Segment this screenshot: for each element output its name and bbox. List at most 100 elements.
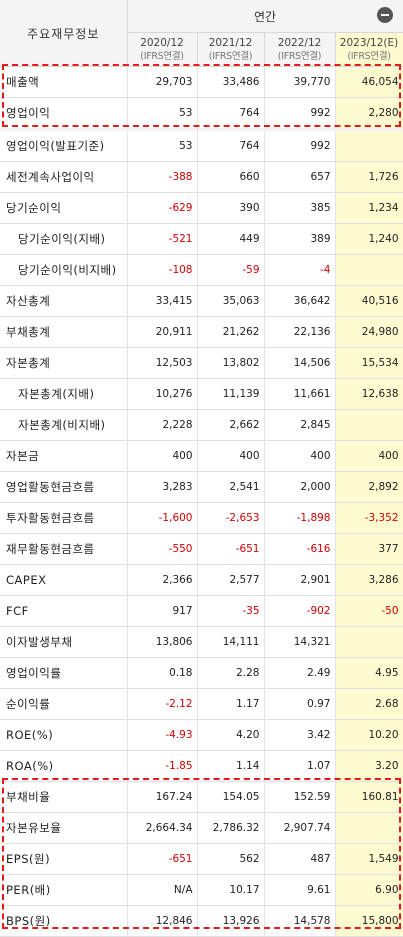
value-cell: 2,901 [264,564,336,596]
value-cell: N/A [127,874,198,906]
table-row: BPS(원) 12,846 13,926 14,578 15,800 [0,905,403,937]
value-cell: 377 [335,533,403,565]
value-cell: 14,111 [197,626,265,658]
value-cell: -2,653 [197,502,265,534]
row-label: ROE(%) [0,719,128,751]
value-cell: 400 [335,440,403,472]
table-row: 영업이익률 0.18 2.28 2.49 4.95 [0,657,403,689]
row-label: 당기순이익(비지배) [0,254,128,286]
table-row: EPS(원) -651 562 487 1,549 [0,843,403,875]
value-cell: 660 [197,161,265,193]
value-cell: 39,770 [264,66,336,98]
row-label: 당기순이익 [0,192,128,224]
value-cell: 2,000 [264,471,336,503]
value-cell: 10.20 [335,719,403,751]
value-cell: 2,845 [264,409,336,441]
row-label: 투자활동현금흐름 [0,502,128,534]
row-label: CAPEX [0,564,128,596]
header-label: 주요재무정보 [0,0,128,67]
value-cell: 12,638 [335,378,403,410]
value-cell: 11,139 [197,378,265,410]
value-cell: 400 [197,440,265,472]
table-row: 당기순이익(지배) -521 449 389 1,240 [0,223,403,255]
row-label: 매출액 [0,66,128,98]
basis-label: (IFRS연결) [208,50,253,62]
value-cell: 2.28 [197,657,265,689]
value-cell: 764 [197,128,265,162]
row-label: PER(배) [0,874,128,906]
value-cell: 764 [197,97,265,130]
value-cell: 0.97 [264,688,336,720]
value-cell: -629 [127,192,198,224]
value-cell: 3,286 [335,564,403,596]
annual-label: 연간 [253,9,277,24]
value-cell: 6.90 [335,874,403,906]
year-header[interactable]: 2023/12(E) (IFRS연결) [335,32,403,67]
value-cell: 22,136 [264,316,336,348]
value-cell: 657 [264,161,336,193]
table-row: 자산총계 33,415 35,063 36,642 40,516 [0,285,403,317]
year-header[interactable]: 2020/12 (IFRS연결) [127,32,198,67]
value-cell: 29,703 [127,66,198,98]
value-cell: 53 [127,97,198,130]
collapse-minus-icon[interactable] [376,7,393,23]
value-cell: 167.24 [127,781,198,813]
value-cell: 11,661 [264,378,336,410]
value-cell: 46,054 [335,66,403,98]
value-cell: -50 [335,595,403,627]
row-label: 자산총계 [0,285,128,317]
value-cell: -1.85 [127,750,198,782]
value-cell: 2,892 [335,471,403,503]
table-row: 자본총계(비지배) 2,228 2,662 2,845 [0,409,403,441]
table-row: 순이익률 -2.12 1.17 0.97 2.68 [0,688,403,720]
value-cell: 390 [197,192,265,224]
value-cell: 0.18 [127,657,198,689]
value-cell: 40,516 [335,285,403,317]
row-label: 영업활동현금흐름 [0,471,128,503]
year-header[interactable]: 2022/12 (IFRS연결) [264,32,336,67]
table-row: PER(배) N/A 10.17 9.61 6.90 [0,874,403,906]
value-cell: 3.42 [264,719,336,751]
table-row: 영업이익(발표기준) 53 764 992 [0,128,403,162]
table-row: FCF 917 -35 -902 -50 [0,595,403,627]
value-cell: 20,911 [127,316,198,348]
value-cell: 13,926 [197,905,265,937]
row-label: 자본유보율 [0,812,128,844]
value-cell: -616 [264,533,336,565]
value-cell: 2,577 [197,564,265,596]
value-cell: -651 [127,843,198,875]
row-label: 자본총계(비지배) [0,409,128,441]
value-cell: 385 [264,192,336,224]
row-label: ROA(%) [0,750,128,782]
value-cell: 21,262 [197,316,265,348]
year-header[interactable]: 2021/12 (IFRS연결) [197,32,265,67]
value-cell: 562 [197,843,265,875]
table-row: 자본금 400 400 400 400 [0,440,403,472]
value-cell: 4.95 [335,657,403,689]
value-cell: -108 [127,254,198,286]
value-cell: 1,234 [335,192,403,224]
value-cell [335,626,403,658]
table-row: CAPEX 2,366 2,577 2,901 3,286 [0,564,403,596]
row-label: 자본총계 [0,347,128,379]
value-cell [335,812,403,844]
table-row: 당기순이익(비지배) -108 -59 -4 [0,254,403,286]
value-cell: 12,503 [127,347,198,379]
value-cell: 36,642 [264,285,336,317]
value-cell: 2,786.32 [197,812,265,844]
value-cell: 2,907.74 [264,812,336,844]
row-label: 순이익률 [0,688,128,720]
value-cell: 14,321 [264,626,336,658]
row-label: 부채비율 [0,781,128,813]
value-cell: 1.17 [197,688,265,720]
value-cell: 2,664.34 [127,812,198,844]
table-row: 자본유보율 2,664.34 2,786.32 2,907.74 [0,812,403,844]
year-label: 2021/12 [208,36,253,49]
year-label: 2022/12 [277,36,322,49]
value-cell: 12,846 [127,905,198,937]
table-row: 재무활동현금흐름 -550 -651 -616 377 [0,533,403,565]
value-cell: 1,240 [335,223,403,255]
value-cell: 33,486 [197,66,265,98]
row-label: 재무활동현금흐름 [0,533,128,565]
value-cell: 449 [197,223,265,255]
